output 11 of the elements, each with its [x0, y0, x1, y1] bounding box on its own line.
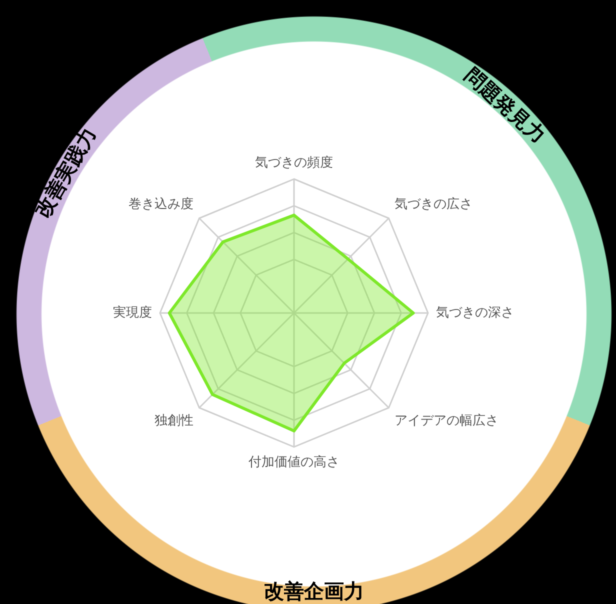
spoke-label: 気づきの頻度: [255, 154, 333, 171]
text: 問題発見力: [459, 62, 552, 148]
spoke-label: アイデアの幅広さ: [394, 412, 498, 429]
text: 改善企画力: [264, 578, 364, 604]
spoke-label: 巻き込み度: [128, 196, 194, 212]
spoke-label: 実現度: [113, 304, 152, 320]
text: 改善実践力: [29, 122, 102, 222]
spoke-label: 気づきの広さ: [394, 196, 472, 212]
spoke-label: 付加価値の高さ: [248, 454, 340, 470]
spoke-label: 独創性: [154, 414, 194, 429]
spoke-label: 気づきの深さ: [436, 305, 514, 320]
